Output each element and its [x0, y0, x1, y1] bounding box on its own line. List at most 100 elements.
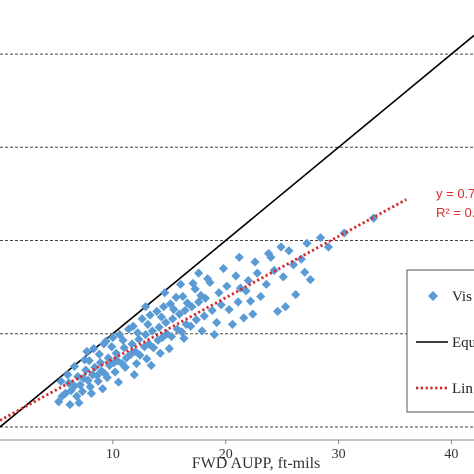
x-tick-label-40: 40 — [444, 447, 458, 462]
linear-fit-line — [0, 198, 407, 422]
data-point — [199, 311, 209, 321]
data-point — [315, 233, 326, 243]
data-point — [245, 296, 256, 306]
trendline-equation: y = 0.7 R² = 0. — [436, 186, 474, 220]
data-point — [148, 343, 159, 353]
data-point — [100, 369, 110, 379]
data-point — [302, 238, 312, 248]
data-point — [234, 252, 244, 262]
trendline-equation-text: y = 0.7 — [436, 186, 474, 201]
data-point — [273, 306, 283, 316]
data-point — [168, 314, 178, 324]
data-point — [200, 293, 210, 303]
data-point — [131, 358, 142, 369]
data-point — [145, 310, 155, 320]
data-point — [115, 330, 125, 340]
data-point — [165, 299, 176, 309]
data-point — [171, 292, 181, 302]
data-point — [207, 305, 217, 316]
data-point — [300, 267, 310, 277]
data-point — [214, 288, 224, 298]
data-point — [224, 304, 234, 315]
data-point — [239, 313, 249, 323]
data-point — [276, 242, 286, 252]
data-point — [222, 281, 232, 291]
data-point — [103, 353, 113, 363]
data-point — [82, 346, 92, 357]
data-point — [137, 314, 147, 324]
data-point — [368, 213, 379, 223]
data-point — [78, 373, 89, 384]
data-point — [284, 246, 294, 256]
data-point — [203, 274, 213, 284]
data-point — [177, 327, 187, 337]
data-point — [155, 348, 165, 358]
data-point — [196, 290, 206, 301]
data-point — [127, 339, 137, 349]
data-point — [231, 271, 241, 281]
data-point — [194, 268, 204, 278]
data-point — [147, 326, 157, 336]
legend-items: Vis Equ Lin — [416, 289, 474, 397]
data-point — [291, 289, 301, 300]
data-point — [56, 376, 66, 386]
data-point — [86, 388, 97, 398]
data-point — [256, 291, 266, 302]
data-point — [77, 386, 87, 397]
data-point — [233, 297, 243, 307]
x-axis-title: FWD AUPP, ft-mils — [192, 455, 320, 472]
data-point — [296, 254, 306, 264]
data-point — [85, 382, 95, 392]
data-point — [191, 315, 201, 325]
data-point — [181, 319, 191, 330]
legend: Vis Equ Lin — [406, 269, 474, 413]
data-point — [134, 334, 144, 344]
data-point — [87, 370, 98, 380]
data-point — [73, 372, 83, 382]
legend-label-0: Vis — [452, 289, 472, 305]
data-point — [288, 260, 299, 270]
data-point — [218, 263, 229, 274]
data-point — [146, 360, 156, 371]
data-point — [182, 298, 192, 308]
data-point — [129, 370, 139, 380]
x-tick-label-30: 30 — [332, 447, 346, 462]
data-point — [235, 283, 245, 293]
data-point — [250, 257, 260, 267]
data-point — [89, 344, 99, 354]
data-point — [174, 309, 185, 319]
data-point — [57, 391, 67, 401]
data-point — [65, 399, 75, 410]
data-point — [216, 300, 226, 310]
data-point — [102, 372, 112, 383]
data-point — [175, 279, 186, 289]
data-point — [135, 350, 145, 360]
data-point — [154, 322, 164, 332]
data-point — [205, 277, 215, 288]
data-point — [243, 275, 253, 286]
x-tick-label-10: 10 — [106, 447, 120, 462]
gridlines — [0, 53, 474, 428]
data-point — [323, 242, 334, 252]
data-point — [248, 309, 258, 319]
data-point — [261, 279, 271, 289]
data-point — [164, 344, 174, 354]
data-point — [159, 302, 169, 312]
data-point — [252, 268, 262, 278]
data-point — [95, 358, 106, 368]
data-point — [305, 275, 315, 285]
trendline-r-squared-text: R² = 0. — [436, 205, 474, 220]
x-tick-label-20: 20 — [219, 447, 233, 462]
data-point — [66, 385, 76, 396]
data-point — [120, 362, 130, 372]
data-point — [179, 333, 189, 343]
data-point — [110, 367, 120, 377]
data-point — [69, 361, 80, 371]
data-point — [118, 335, 128, 345]
data-point — [81, 365, 91, 375]
data-point — [209, 330, 220, 340]
data-point — [156, 312, 166, 322]
x-tick-labels: 10 20 30 40 — [106, 440, 458, 462]
data-point — [178, 291, 188, 302]
